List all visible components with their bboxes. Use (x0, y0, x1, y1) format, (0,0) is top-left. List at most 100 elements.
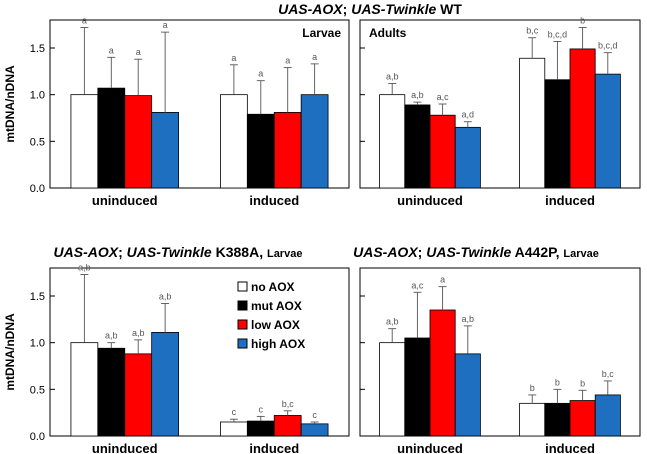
bar (70, 342, 99, 437)
panel-4-title: UAS-AOX; UAS-Twinkle A442P, Larvae (353, 244, 599, 260)
x-category-label: uninduced (92, 441, 158, 454)
bar (273, 112, 302, 189)
y-tick-label: 1.5 (30, 291, 45, 303)
legend-swatch-low-aox (237, 319, 248, 330)
x-category-label: induced (545, 193, 595, 208)
significance-label: b (580, 15, 585, 25)
bar (594, 394, 621, 437)
significance-label: a (285, 56, 290, 66)
legend: no AOX mut AOX low AOX high AOX (237, 280, 305, 351)
significance-label: a (231, 53, 236, 63)
significance-label: b,c (526, 26, 539, 36)
significance-label: a,b (462, 314, 475, 324)
bar (544, 402, 571, 437)
significance-label: b,c (602, 369, 615, 379)
bar (454, 126, 481, 189)
significance-label: b,c,d (598, 41, 618, 51)
x-category-label: uninduced (397, 441, 463, 454)
bar (220, 94, 248, 189)
y-axis-label: mtDNA/nDNA (3, 65, 17, 143)
y-tick-label: 1.0 (30, 338, 45, 350)
legend-swatch-mut-aox (237, 300, 248, 311)
significance-label: a (109, 45, 114, 55)
bar (404, 104, 431, 189)
bar (454, 353, 481, 437)
bar (124, 353, 153, 437)
plot-frame (359, 267, 641, 437)
significance-label: a,b (78, 263, 91, 273)
panel-2: Adults uninduced a,b a,b a,c a,d induced b,c b,c… (359, 15, 641, 208)
significance-label: c (312, 410, 317, 420)
legend-label: mut AOX (251, 299, 302, 313)
significance-label: a (136, 47, 141, 57)
legend-swatch-high-aox (237, 338, 248, 349)
plot-frame (49, 19, 350, 189)
significance-label: a,b (105, 331, 118, 341)
significance-label: c (232, 407, 237, 417)
x-category-label: induced (249, 441, 299, 454)
bar (97, 347, 126, 437)
x-category-label: induced (249, 193, 299, 208)
plot-frame (359, 19, 641, 189)
significance-label: c (259, 404, 264, 414)
bar (220, 421, 248, 437)
x-category-label: uninduced (397, 193, 463, 208)
bar (519, 402, 546, 437)
bar (97, 87, 126, 189)
panel-4: uninduced a,b a,c a a,b induced b b b b,c (359, 267, 641, 454)
bar (594, 73, 621, 189)
significance-label: a,b (386, 71, 399, 81)
bar (429, 114, 456, 189)
x-category-label: induced (545, 441, 595, 454)
significance-label: a,c (411, 280, 424, 290)
y-tick-label: 0.0 (30, 183, 45, 195)
y-tick-label: 0.5 (30, 136, 45, 148)
bar (379, 342, 406, 437)
panel-label: Adults (369, 26, 407, 40)
legend-label: no AOX (251, 280, 295, 294)
bar (519, 57, 546, 189)
bar (569, 48, 596, 189)
bar (246, 113, 275, 189)
significance-label: a (312, 52, 317, 62)
significance-label: b (555, 377, 560, 387)
bar (379, 94, 406, 189)
y-tick-label: 1.0 (30, 90, 45, 102)
bar (300, 94, 329, 189)
y-axis-label: mtDNA/nDNA (3, 313, 17, 391)
legend-label: high AOX (251, 337, 305, 351)
bar (246, 420, 275, 437)
legend-label: low AOX (251, 318, 300, 332)
significance-label: a (163, 20, 168, 30)
significance-label: b,c (282, 399, 295, 409)
panel-1: 0.0 0.5 1.0 1.5 mtDNA/nDNA Larvae uninduced a a a… (3, 15, 350, 208)
significance-label: a,b (411, 90, 424, 100)
figure-title: UAS-AOX; UAS-Twinkle WT (278, 1, 462, 17)
significance-label: a,d (462, 110, 475, 120)
bar (273, 415, 302, 437)
significance-label: a,c (437, 92, 450, 102)
significance-label: a,b (386, 317, 399, 327)
x-category-label: uninduced (92, 193, 158, 208)
bar (151, 331, 179, 437)
bar (124, 95, 153, 189)
significance-label: a,b (132, 328, 145, 338)
significance-label: a (82, 15, 87, 25)
bar (404, 337, 431, 437)
bar (70, 94, 99, 189)
significance-label: b (530, 383, 535, 393)
y-tick-label: 0.5 (30, 384, 45, 396)
significance-label: a (258, 69, 263, 79)
plot-frame (49, 267, 350, 437)
significance-label: a,b (159, 291, 172, 301)
y-tick-label: 1.5 (30, 43, 45, 55)
legend-swatch-no-aox (237, 281, 248, 292)
y-tick-label: 0.0 (30, 431, 45, 443)
panel-label: Larvae (302, 26, 341, 40)
panel-3-title: UAS-AOX; UAS-Twinkle K388A, Larvae (54, 244, 303, 260)
bar (544, 79, 571, 189)
significance-label: b,c,d (548, 29, 568, 39)
bar (429, 309, 456, 437)
bar (569, 400, 596, 437)
